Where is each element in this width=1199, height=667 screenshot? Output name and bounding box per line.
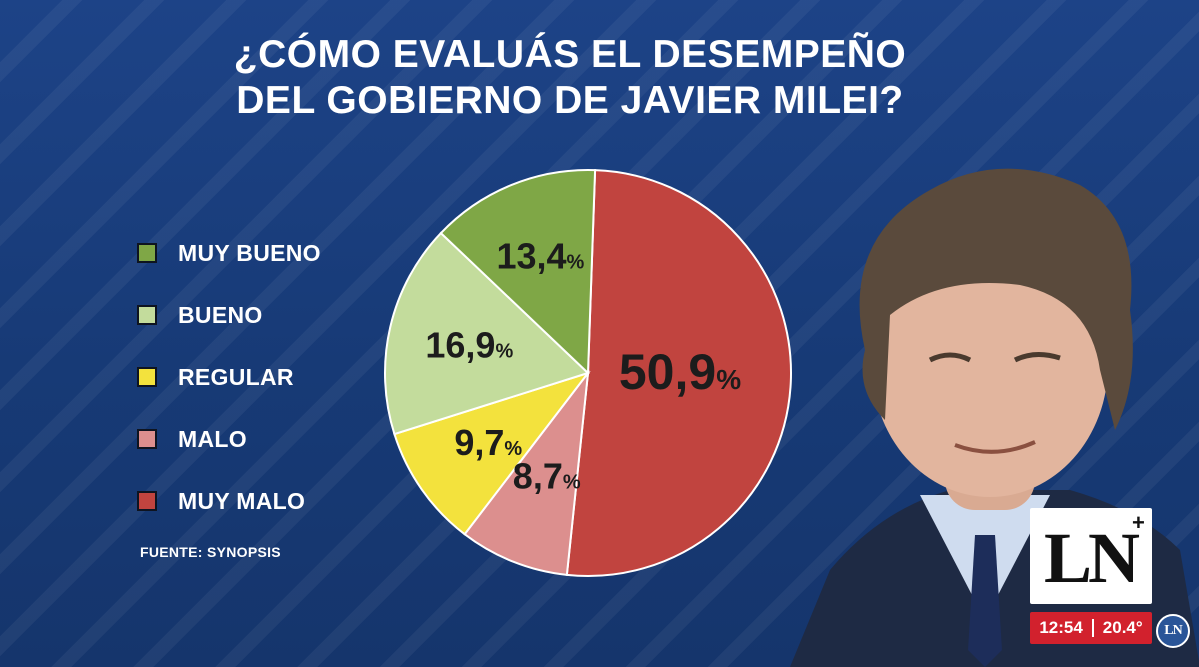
source-note: FUENTE: SYNOPSIS xyxy=(140,544,281,560)
legend-swatch xyxy=(137,429,157,449)
hair-shape xyxy=(859,168,1133,430)
ln-channel-badge: LN xyxy=(1156,614,1190,648)
pie-slices xyxy=(384,169,792,577)
clock-separator xyxy=(1091,619,1094,637)
pie-label-regular: 9,7% xyxy=(454,422,522,463)
pie-label-muy-malo: 50,9% xyxy=(619,344,741,400)
ln-logo-text: LN xyxy=(1044,518,1140,598)
legend-label: REGULAR xyxy=(178,363,294,390)
pie-slice-malo xyxy=(463,369,590,576)
pie-label-muy-bueno: 13,4% xyxy=(496,235,584,276)
chart-title: ¿CÓMO EVALUÁS EL DESEMPEÑO DEL GOBIERNO … xyxy=(220,32,920,124)
pie-slice-bueno xyxy=(384,231,590,436)
pie-labels: 50,9% 8,7%9,7% 16,9% 13,4% xyxy=(425,235,741,496)
legend-item-bueno: BUENO xyxy=(137,284,321,346)
temperature: 20.4° xyxy=(1102,618,1143,637)
clock-time: 12:54 xyxy=(1039,618,1083,637)
title-line-2: DEL GOBIERNO DE JAVIER MILEI? xyxy=(236,79,904,122)
ln-logo-plus: + xyxy=(1132,510,1145,535)
pie-label-bueno: 16,9% xyxy=(425,325,513,366)
legend-swatch xyxy=(137,367,157,387)
face-shape xyxy=(872,233,1108,497)
legend-swatch xyxy=(137,491,157,511)
legend: MUY BUENO BUENO REGULAR MALO MUY MALO xyxy=(137,222,321,532)
pie-slice-muy-malo xyxy=(565,169,792,577)
title-line-1: ¿CÓMO EVALUÁS EL DESEMPEÑO xyxy=(233,33,907,76)
tie-shape xyxy=(968,535,1002,667)
legend-label: BUENO xyxy=(178,301,263,328)
legend-item-muy-malo: MUY MALO xyxy=(137,470,321,532)
pie-slice-regular xyxy=(393,371,591,536)
left-brow xyxy=(928,352,972,363)
right-brow xyxy=(1013,352,1061,363)
legend-item-muy-bueno: MUY BUENO xyxy=(137,222,321,284)
legend-item-malo: MALO xyxy=(137,408,321,470)
pie-chart: 50,9% 8,7%9,7% 16,9% 13,4% xyxy=(384,169,792,577)
legend-swatch xyxy=(137,243,157,263)
legend-label: MALO xyxy=(178,425,247,452)
legend-swatch xyxy=(137,305,157,325)
pie-label-malo: 8,7% xyxy=(513,456,581,497)
time-temperature-bar: 12:54 20.4° xyxy=(1030,612,1152,644)
legend-label: MUY BUENO xyxy=(178,239,321,266)
mouth-shape xyxy=(954,440,1036,454)
pie-slice-muy-bueno xyxy=(439,169,597,376)
legend-item-regular: REGULAR xyxy=(137,346,321,408)
legend-label: MUY MALO xyxy=(178,487,306,514)
ln-plus-logo: LN + xyxy=(1030,508,1152,604)
